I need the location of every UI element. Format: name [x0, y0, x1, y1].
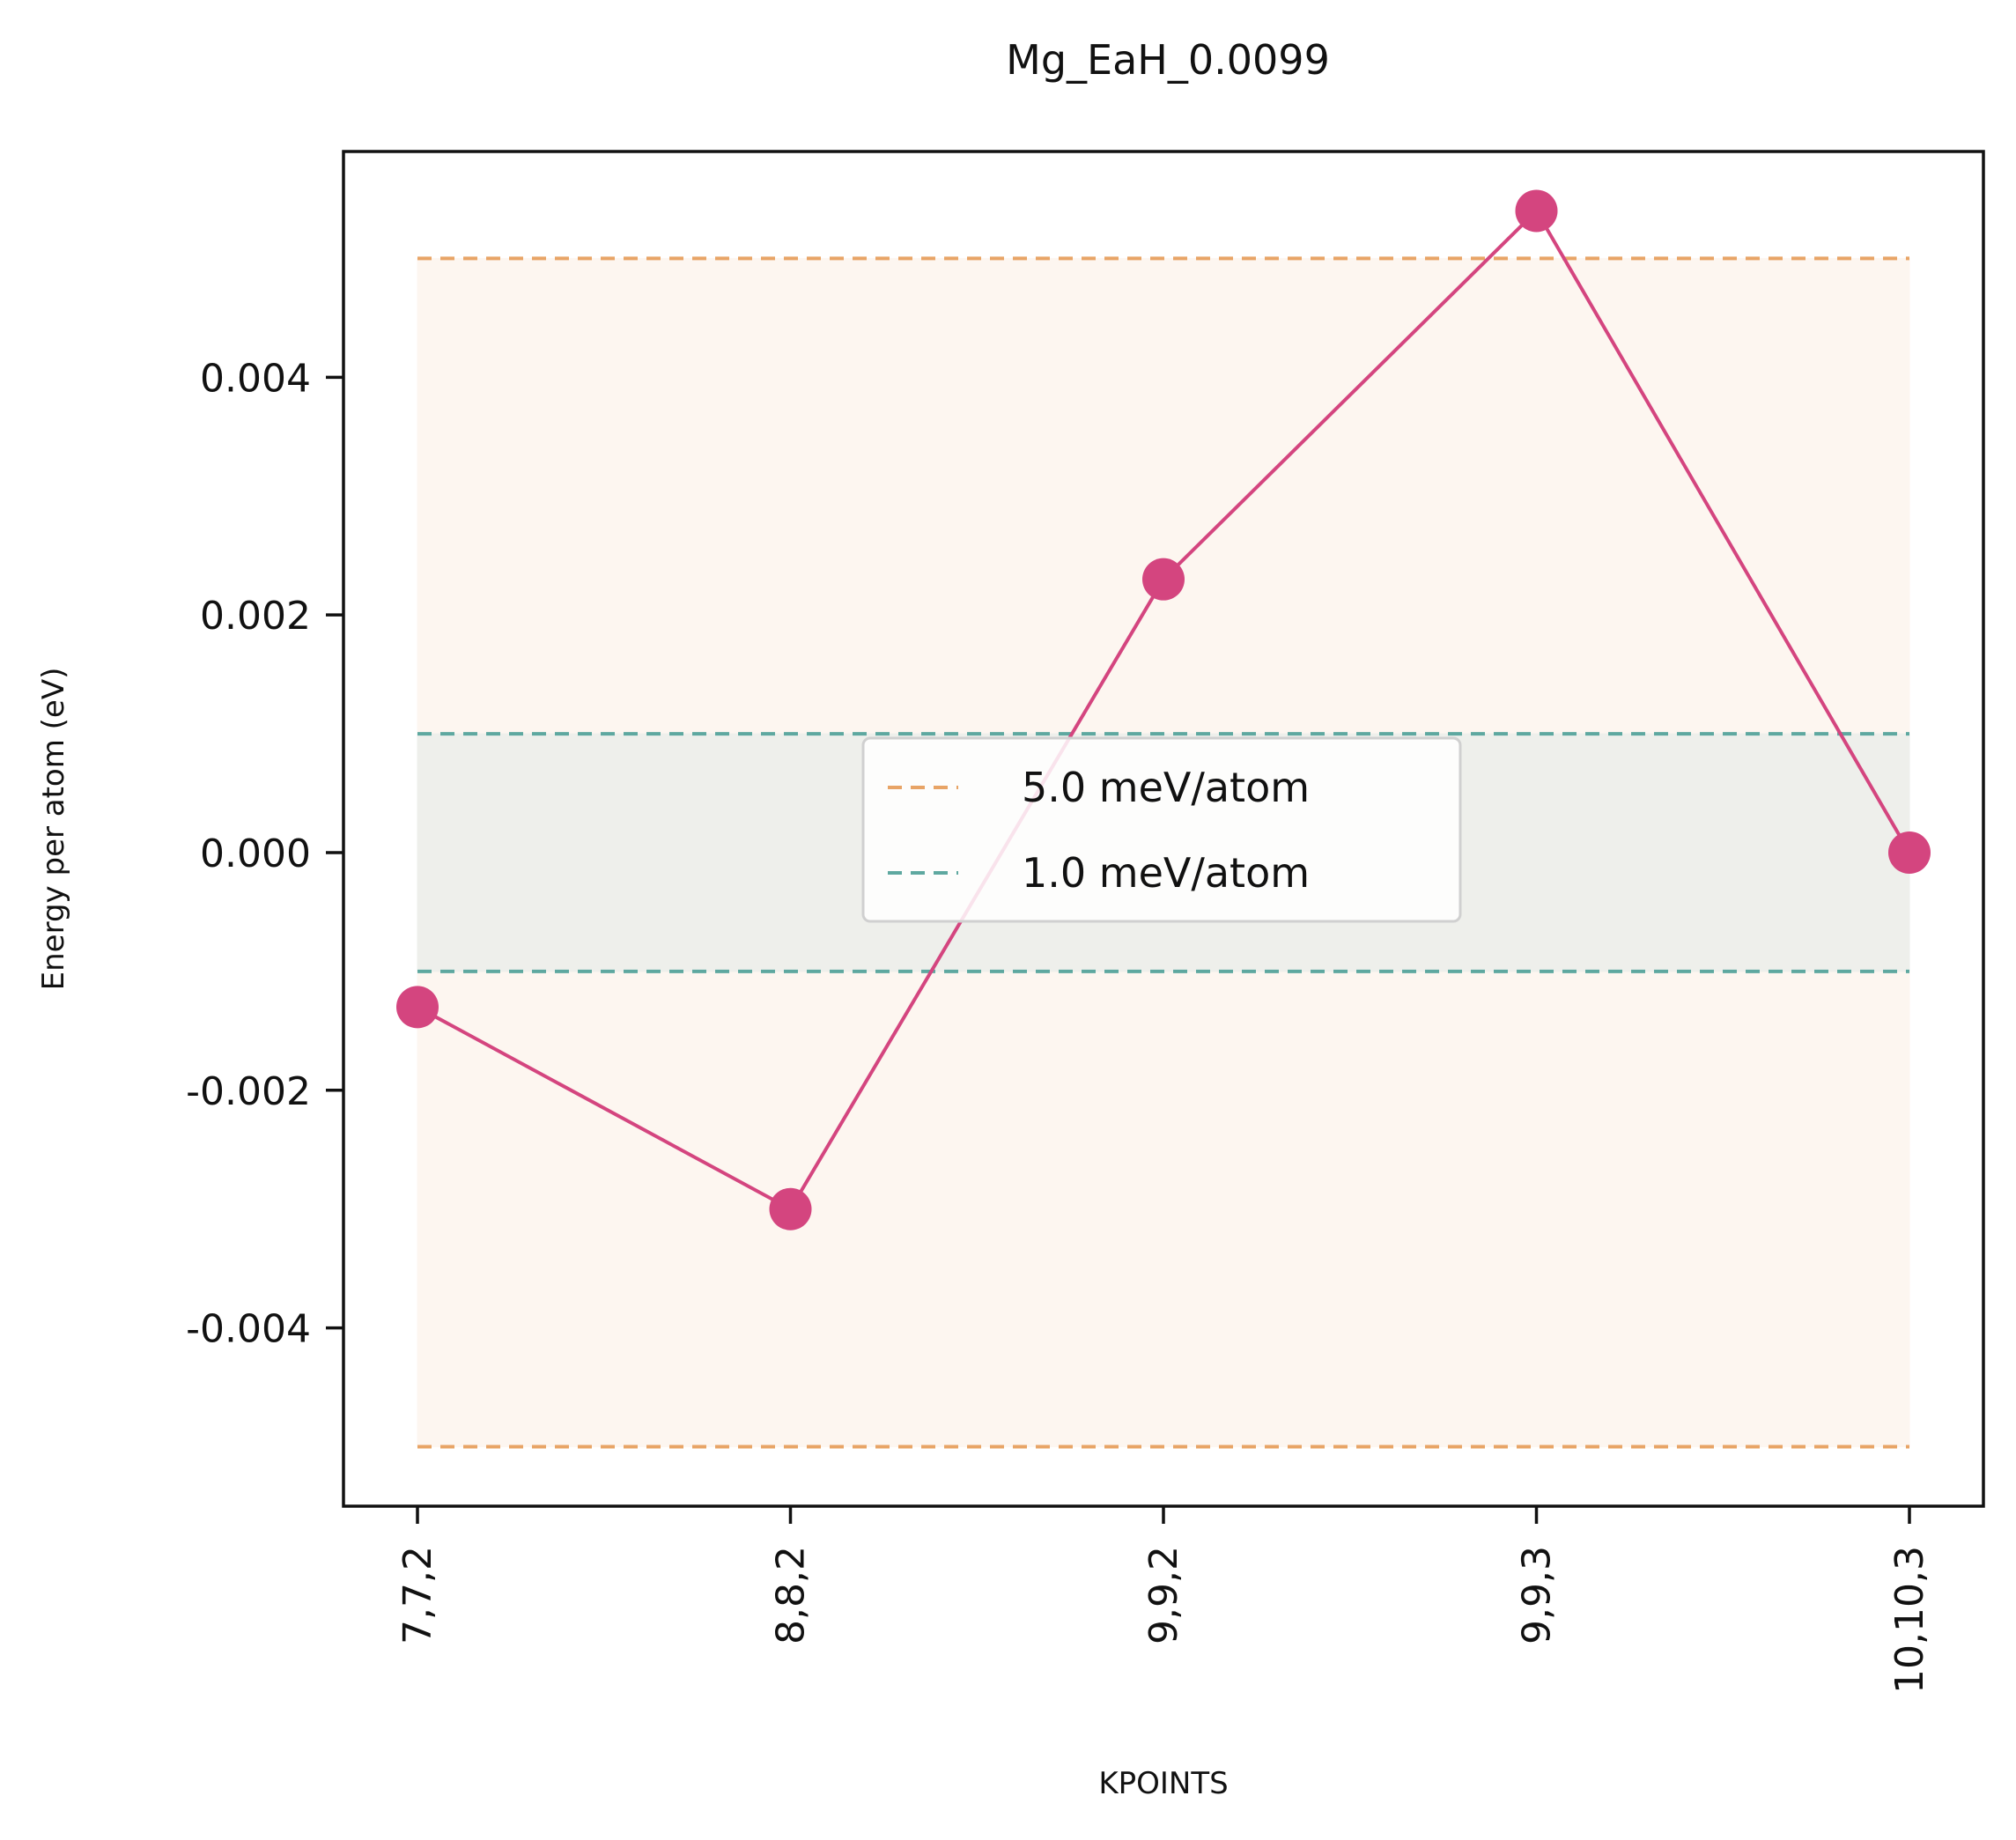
y-tick-label-2: 0.000	[200, 831, 311, 876]
data-point-8,8,2	[769, 1187, 812, 1230]
x-tick-label-4: 10,10,3	[1887, 1546, 1932, 1694]
legend: 5.0 meV/atom 1.0 meV/atom	[861, 736, 1462, 923]
chart-title: Mg_EaH_0.0099	[1006, 36, 1330, 84]
y-tick-label-0: 0.004	[200, 356, 311, 401]
data-point-9,9,3	[1515, 189, 1558, 233]
x-axis: 7,7,2 8,8,2 9,9,2 9,9,3 10,10,3	[395, 1506, 1932, 1694]
x-tick-label-2: 9,9,2	[1141, 1546, 1186, 1644]
data-point-7,7,2	[396, 986, 439, 1029]
y-tick-label-1: 0.002	[200, 594, 311, 639]
data-series	[396, 189, 1931, 1230]
x-tick-label-1: 8,8,2	[769, 1546, 814, 1644]
x-tick-label-0: 7,7,2	[395, 1546, 440, 1644]
y-axis: 0.004 0.002 0.000 -0.002 -0.004	[186, 356, 343, 1352]
data-point-10,10,3	[1888, 831, 1931, 874]
data-point-9,9,2	[1142, 558, 1185, 601]
legend-label-1: 1.0 meV/atom	[1022, 849, 1310, 897]
y-axis-label: Energy per atom (eV)	[36, 668, 71, 991]
x-tick-label-3: 9,9,3	[1515, 1546, 1560, 1644]
x-axis-label: KPOINTS	[1098, 1766, 1228, 1801]
y-tick-label-4: -0.004	[186, 1307, 311, 1352]
threshold-bands	[417, 256, 1910, 1449]
y-tick-label-3: -0.002	[186, 1069, 311, 1114]
legend-box	[861, 736, 1462, 923]
legend-label-0: 5.0 meV/atom	[1022, 764, 1310, 811]
